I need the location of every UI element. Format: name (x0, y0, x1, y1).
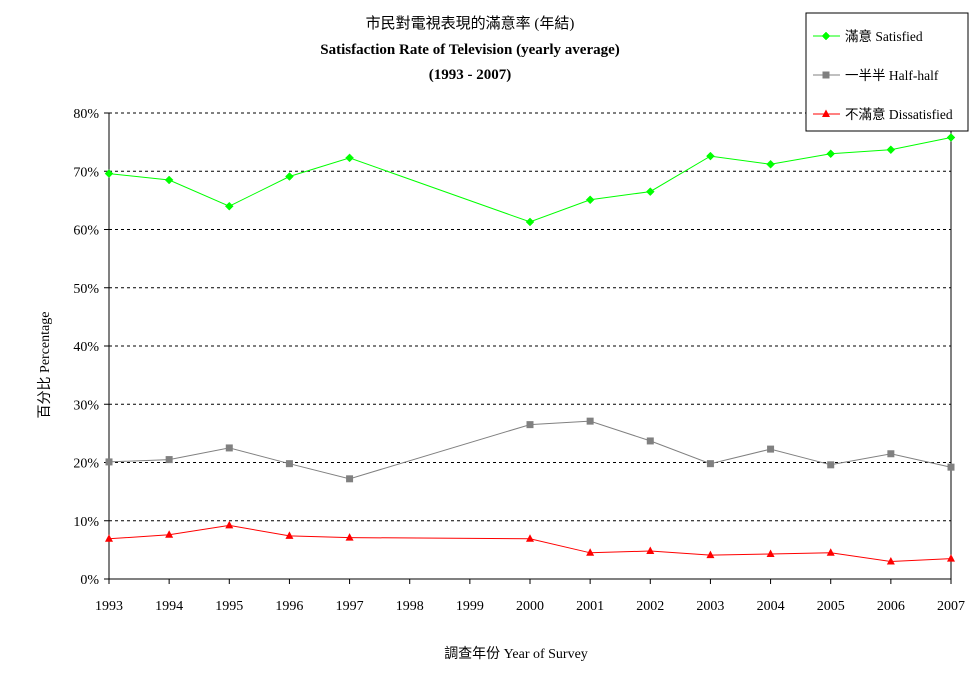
legend-label: 滿意 Satisfied (845, 28, 923, 44)
chart-title: 市民對電視表現的滿意率 (年結) (366, 14, 575, 32)
data-point (165, 456, 173, 464)
x-tick-label: 1995 (215, 599, 243, 614)
x-tick-label: 1999 (456, 599, 484, 614)
x-tick-label: 1993 (95, 599, 123, 614)
legend-label: 一半半 Half-half (845, 68, 939, 83)
y-tick-label: 30% (73, 398, 99, 413)
data-point (165, 530, 174, 538)
data-point (947, 463, 955, 471)
data-point (224, 201, 234, 211)
legend-swatch-marker (822, 71, 830, 79)
series-line (108, 137, 952, 223)
data-point (164, 175, 174, 185)
data-point (225, 444, 233, 452)
data-point (766, 549, 775, 557)
data-point (285, 460, 293, 468)
y-tick-label: 20% (73, 457, 99, 472)
data-point (346, 475, 354, 483)
data-point (706, 151, 715, 161)
data-point (766, 159, 775, 169)
data-point (706, 550, 715, 559)
data-point (827, 461, 835, 469)
data-point (105, 534, 113, 542)
data-point (946, 133, 956, 142)
x-axis-ticks: 1993 1994 1995 1996 1997 1998 1999 2000 2001 2002… (95, 579, 965, 614)
data-point (526, 534, 534, 542)
x-axis-title: 調查年份 Year of Survey (444, 646, 588, 662)
chart-period: (1993 - 2007) (429, 67, 512, 83)
series-1 (104, 133, 956, 227)
x-tick-label: 2006 (877, 599, 905, 614)
data-point (526, 421, 534, 429)
y-tick-label: 70% (73, 165, 99, 180)
legend: 滿意 Satisfied 一半半 Half-half 不滿意 Dissatisfie… (805, 12, 969, 132)
x-tick-label: 2000 (516, 599, 544, 614)
data-point (767, 445, 775, 453)
data-point (586, 417, 594, 425)
x-tick-label: 2005 (817, 599, 845, 614)
data-point (947, 554, 955, 562)
y-tick-label: 50% (73, 282, 99, 297)
legend-swatch-marker (821, 31, 831, 41)
series-3 (105, 520, 955, 565)
data-point (586, 548, 595, 556)
y-tick-label: 60% (73, 224, 99, 239)
y-tick-label: 40% (73, 340, 99, 355)
data-point (105, 458, 113, 466)
x-tick-label: 2002 (636, 599, 664, 614)
x-tick-label: 1998 (396, 599, 424, 614)
x-tick-label: 2007 (937, 599, 965, 614)
x-tick-label: 1997 (336, 599, 364, 614)
series-group (104, 133, 956, 565)
data-point (104, 169, 114, 178)
data-point (887, 450, 895, 458)
legend-swatch-marker (822, 109, 830, 117)
data-point (345, 153, 354, 163)
data-point (225, 520, 234, 529)
data-point (646, 437, 654, 445)
legend-box (805, 12, 969, 132)
data-point (826, 548, 835, 556)
y-axis-ticks: 0% 10% 20% 30% 40% 50% 60% 70% 80% (73, 107, 109, 588)
series-line (108, 420, 952, 480)
data-point (585, 195, 595, 205)
x-tick-label: 2001 (576, 599, 604, 614)
data-point (646, 546, 655, 555)
series-line (108, 524, 952, 563)
x-tick-label: 1994 (155, 599, 183, 614)
y-tick-label: 80% (73, 107, 99, 122)
x-tick-label: 1996 (275, 599, 303, 614)
series-2 (105, 417, 955, 483)
data-point (706, 460, 714, 468)
data-point (886, 557, 895, 565)
x-tick-label: 2003 (696, 599, 724, 614)
data-point (525, 217, 535, 227)
chart-subtitle: Satisfaction Rate of Television (yearly … (320, 42, 620, 58)
y-tick-label: 0% (80, 573, 99, 588)
x-tick-label: 2004 (757, 599, 785, 614)
data-point (886, 145, 896, 155)
data-point (345, 533, 354, 541)
data-point (285, 172, 294, 181)
y-axis-title: 百分比 Percentage (37, 312, 53, 419)
data-point (645, 187, 655, 196)
data-point (285, 531, 294, 539)
data-point (826, 149, 836, 159)
gridlines (109, 112, 951, 522)
y-tick-label: 10% (73, 515, 99, 530)
legend-label: 不滿意 Dissatisfied (845, 106, 953, 122)
